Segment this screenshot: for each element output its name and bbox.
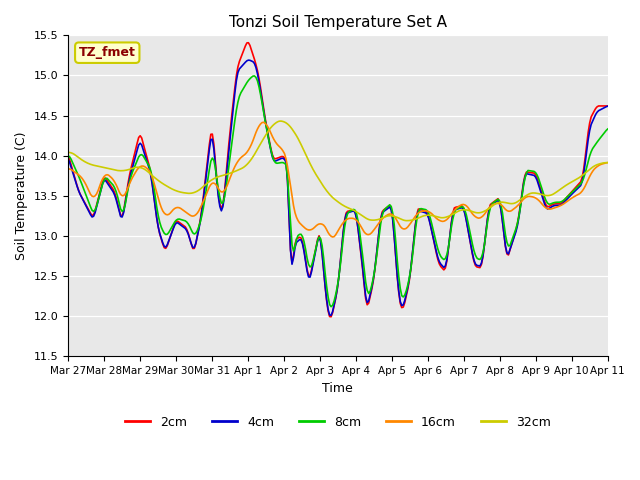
X-axis label: Time: Time — [323, 382, 353, 395]
4cm — [301, 258, 309, 264]
2cm — [604, 103, 612, 109]
2cm — [244, 40, 252, 46]
2cm — [301, 257, 309, 263]
2cm — [327, 314, 335, 320]
4cm — [604, 103, 612, 109]
2cm — [577, 179, 584, 185]
16cm — [131, 171, 138, 177]
32cm — [301, 151, 309, 157]
Text: TZ_fmet: TZ_fmet — [79, 46, 136, 59]
2cm — [131, 153, 138, 158]
32cm — [64, 149, 72, 155]
32cm — [252, 149, 260, 155]
32cm — [243, 162, 251, 168]
4cm — [64, 156, 72, 162]
4cm — [225, 148, 233, 154]
4cm — [253, 71, 261, 76]
16cm — [252, 130, 260, 135]
4cm — [244, 57, 252, 63]
8cm — [327, 304, 335, 310]
Legend: 2cm, 4cm, 8cm, 16cm, 32cm: 2cm, 4cm, 8cm, 16cm, 32cm — [120, 411, 556, 434]
8cm — [301, 246, 309, 252]
32cm — [276, 118, 284, 124]
16cm — [260, 120, 268, 125]
4cm — [327, 312, 335, 318]
32cm — [577, 174, 584, 180]
32cm — [225, 171, 233, 177]
8cm — [577, 181, 584, 187]
Line: 2cm: 2cm — [68, 43, 608, 317]
16cm — [225, 178, 233, 184]
Y-axis label: Soil Temperature (C): Soil Temperature (C) — [15, 132, 28, 260]
16cm — [329, 234, 337, 240]
8cm — [253, 78, 261, 84]
2cm — [225, 141, 233, 146]
Line: 32cm: 32cm — [68, 121, 608, 221]
2cm — [253, 68, 261, 73]
Title: Tonzi Soil Temperature Set A: Tonzi Soil Temperature Set A — [229, 15, 447, 30]
16cm — [604, 160, 612, 166]
4cm — [577, 183, 584, 189]
32cm — [604, 160, 612, 166]
16cm — [301, 226, 309, 231]
16cm — [577, 190, 584, 196]
2cm — [64, 153, 72, 159]
Line: 8cm: 8cm — [68, 76, 608, 307]
8cm — [64, 153, 72, 159]
32cm — [131, 165, 138, 170]
4cm — [131, 158, 138, 164]
8cm — [251, 73, 259, 79]
32cm — [404, 218, 412, 224]
2cm — [243, 40, 251, 46]
8cm — [243, 80, 251, 85]
8cm — [131, 165, 138, 171]
Line: 16cm: 16cm — [68, 122, 608, 237]
Line: 4cm: 4cm — [68, 60, 608, 315]
8cm — [604, 126, 612, 132]
16cm — [64, 166, 72, 172]
4cm — [243, 58, 251, 64]
8cm — [225, 163, 233, 168]
16cm — [243, 149, 251, 155]
